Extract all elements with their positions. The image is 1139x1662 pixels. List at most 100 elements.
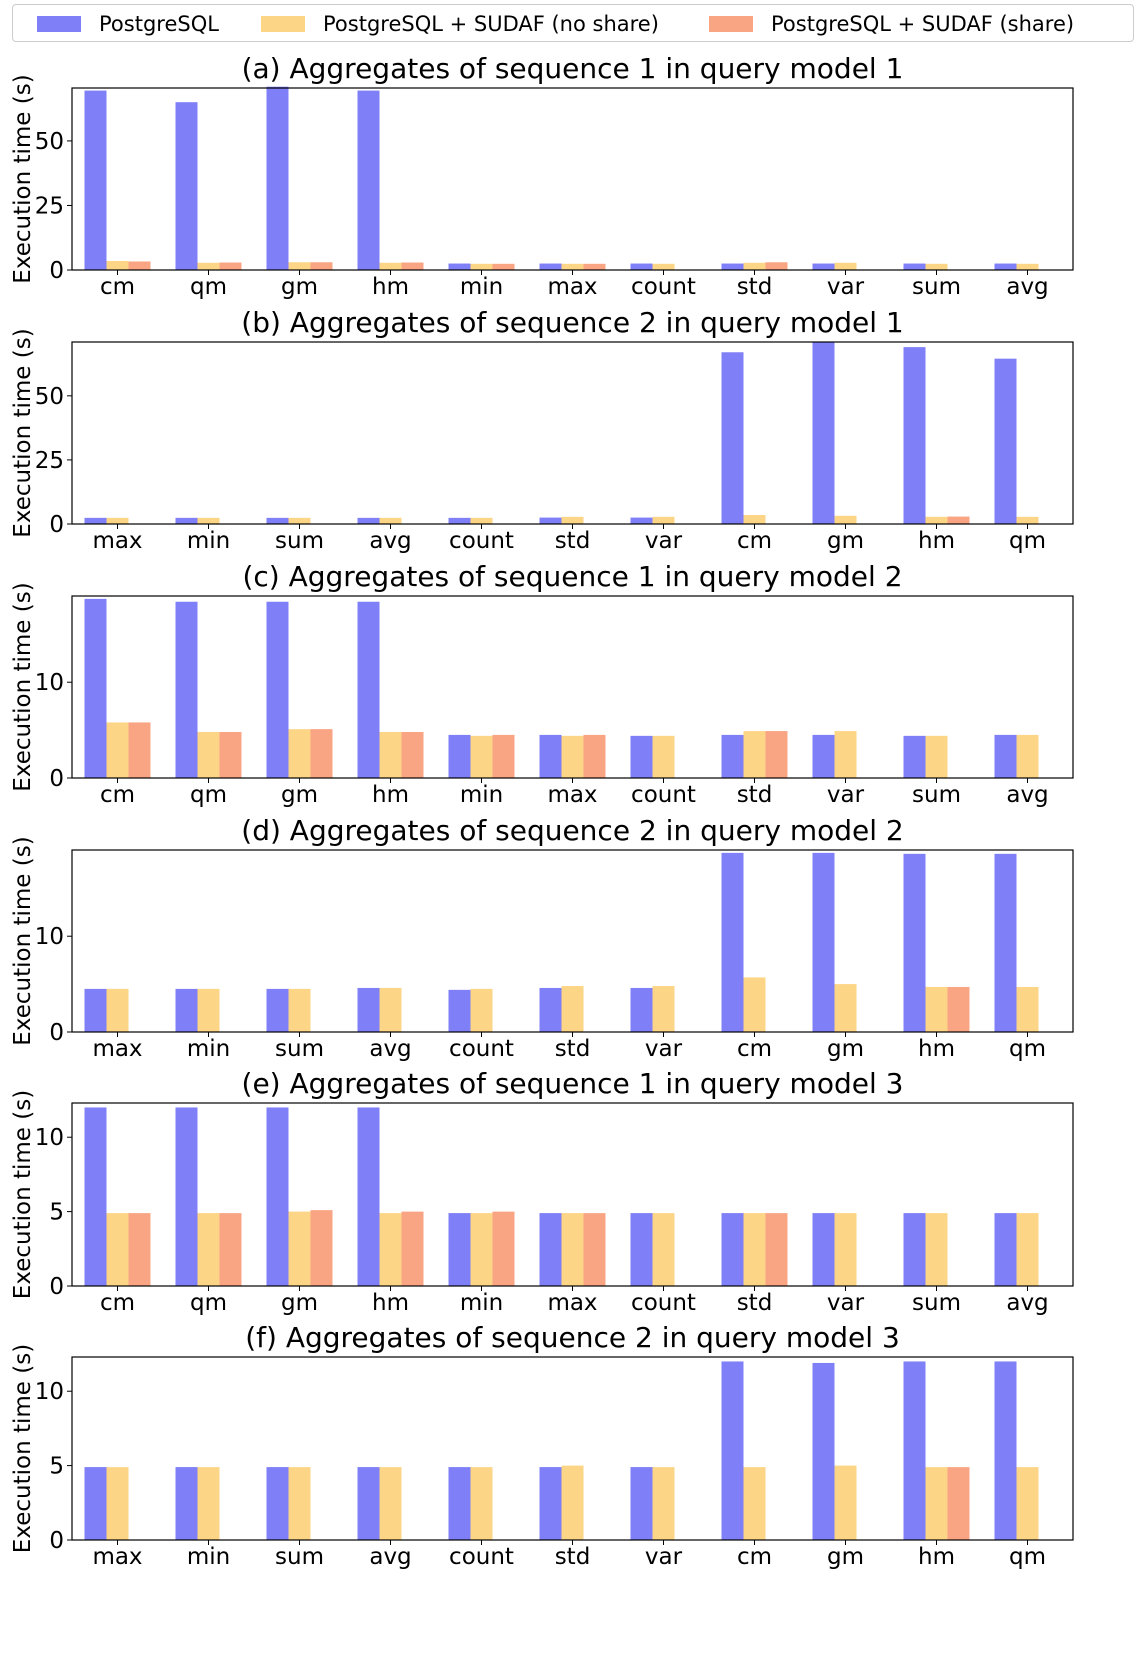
bar-postgresql-std xyxy=(539,517,562,524)
bar-postgresql-std xyxy=(721,1213,744,1286)
bar-postgresql-hm xyxy=(357,601,380,778)
legend-label-sudaf-no-share: PostgreSQL + SUDAF (no share) xyxy=(323,12,659,36)
chart-title: (c) Aggregates of sequence 1 in query mo… xyxy=(242,560,902,593)
bar-postgresql-min xyxy=(448,263,471,270)
bar-postgresql-gm xyxy=(266,86,289,270)
bar-sudaf-no-share-cm xyxy=(743,515,766,524)
plot-frame xyxy=(71,87,1074,271)
bar-postgresql-avg xyxy=(357,517,380,524)
bar-postgresql-hm xyxy=(903,347,926,524)
bar-sudaf-no-share-max xyxy=(106,517,129,524)
bar-postgresql-qm xyxy=(994,358,1017,524)
bar-postgresql-cm xyxy=(84,90,107,270)
bar-sudaf-no-share-cm xyxy=(743,977,766,1032)
x-tick-label: sum xyxy=(912,782,961,808)
x-tick-label: count xyxy=(449,528,514,554)
bar-sudaf-no-share-gm xyxy=(288,1211,311,1286)
y-tick-label: 25 xyxy=(35,448,64,474)
bar-sudaf-no-share-var xyxy=(652,986,675,1032)
x-tick-label: avg xyxy=(369,528,411,554)
bar-sudaf-no-share-hm xyxy=(925,1467,948,1540)
y-tick-label: 10 xyxy=(35,1125,64,1151)
bar-postgresql-max xyxy=(539,1213,562,1286)
x-tick-label: hm xyxy=(372,782,409,808)
bar-postgresql-var xyxy=(630,1467,653,1540)
legend-label-postgresql: PostgreSQL xyxy=(99,12,219,36)
chart-2: (b) Aggregates of sequence 2 in query mo… xyxy=(10,306,1074,554)
bar-sudaf-no-share-hm xyxy=(925,986,948,1032)
x-tick-label: max xyxy=(92,528,142,554)
y-tick-label: 0 xyxy=(49,1274,64,1300)
plot-frame xyxy=(71,1356,1074,1541)
y-axis-label: Execution time (s) xyxy=(10,1344,36,1553)
x-tick-label: avg xyxy=(1006,274,1048,300)
bar-sudaf-share-cm xyxy=(128,261,151,270)
x-tick-label: gm xyxy=(281,1290,318,1316)
bar-postgresql-var xyxy=(812,1213,835,1286)
bar-sudaf-no-share-std xyxy=(561,516,584,524)
bar-sudaf-no-share-count xyxy=(652,735,675,778)
x-tick-label: var xyxy=(645,528,683,554)
bar-postgresql-gm xyxy=(812,1362,835,1540)
legend-label-sudaf-share: PostgreSQL + SUDAF (share) xyxy=(771,12,1075,36)
bar-postgresql-hm xyxy=(357,1107,380,1286)
bar-postgresql-count xyxy=(448,1467,471,1540)
legend-swatch-postgresql xyxy=(37,16,81,32)
y-tick-label: 5 xyxy=(49,1454,64,1480)
x-tick-label: hm xyxy=(372,274,409,300)
bar-sudaf-share-min xyxy=(492,734,515,778)
bar-postgresql-avg xyxy=(994,263,1017,270)
x-tick-label: std xyxy=(555,1036,591,1062)
bar-sudaf-no-share-count xyxy=(652,263,675,270)
bar-sudaf-no-share-var xyxy=(652,516,675,524)
y-tick-label: 25 xyxy=(35,193,64,219)
plot-frame xyxy=(71,1102,1074,1287)
chart-5: (e) Aggregates of sequence 1 in query mo… xyxy=(10,1067,1074,1316)
x-tick-label: qm xyxy=(190,274,227,300)
legend-entry-sudaf-share: PostgreSQL + SUDAF (share) xyxy=(709,5,1074,43)
bar-postgresql-qm xyxy=(175,1107,198,1286)
bar-postgresql-hm xyxy=(903,853,926,1032)
bar-sudaf-share-hm xyxy=(947,986,970,1032)
x-tick-label: hm xyxy=(918,1036,955,1062)
x-tick-label: avg xyxy=(1006,782,1048,808)
x-tick-label: sum xyxy=(275,1036,324,1062)
x-tick-label: max xyxy=(547,274,597,300)
bar-sudaf-no-share-cm xyxy=(106,260,129,270)
x-tick-label: gm xyxy=(827,1036,864,1062)
y-tick-label: 0 xyxy=(49,1020,64,1046)
bar-sudaf-no-share-gm xyxy=(834,515,857,524)
bar-sudaf-no-share-cm xyxy=(743,1467,766,1540)
y-axis-label: Execution time (s) xyxy=(10,74,36,283)
bar-postgresql-var xyxy=(630,517,653,524)
x-tick-label: gm xyxy=(827,528,864,554)
bar-postgresql-cm xyxy=(721,852,744,1032)
bar-postgresql-max xyxy=(84,517,107,524)
x-tick-label: qm xyxy=(190,1290,227,1316)
bar-sudaf-no-share-gm xyxy=(834,1465,857,1540)
bar-sudaf-no-share-max xyxy=(561,735,584,778)
bar-sudaf-no-share-hm xyxy=(925,516,948,524)
bar-sudaf-no-share-min xyxy=(470,735,493,778)
x-tick-label: cm xyxy=(100,782,135,808)
bar-sudaf-no-share-max xyxy=(106,988,129,1032)
bar-postgresql-min xyxy=(175,988,198,1032)
bar-postgresql-var xyxy=(812,263,835,270)
bar-postgresql-sum xyxy=(266,1467,289,1540)
chart-6: (f) Aggregates of sequence 2 in query mo… xyxy=(10,1321,1074,1570)
bar-sudaf-no-share-count xyxy=(470,517,493,524)
y-tick-label: 50 xyxy=(35,384,64,410)
bar-sudaf-no-share-count xyxy=(470,988,493,1032)
bar-sudaf-no-share-min xyxy=(197,988,220,1032)
bar-postgresql-sum xyxy=(266,517,289,524)
x-tick-label: max xyxy=(92,1036,142,1062)
legend-entry-postgresql: PostgreSQL xyxy=(37,5,219,43)
bar-sudaf-no-share-sum xyxy=(288,517,311,524)
chart-title: (b) Aggregates of sequence 2 in query mo… xyxy=(241,306,903,339)
x-tick-label: hm xyxy=(372,1290,409,1316)
bar-sudaf-no-share-sum xyxy=(288,988,311,1032)
bar-sudaf-share-std xyxy=(765,262,788,270)
y-tick-label: 10 xyxy=(35,670,64,696)
bar-postgresql-sum xyxy=(903,735,926,778)
